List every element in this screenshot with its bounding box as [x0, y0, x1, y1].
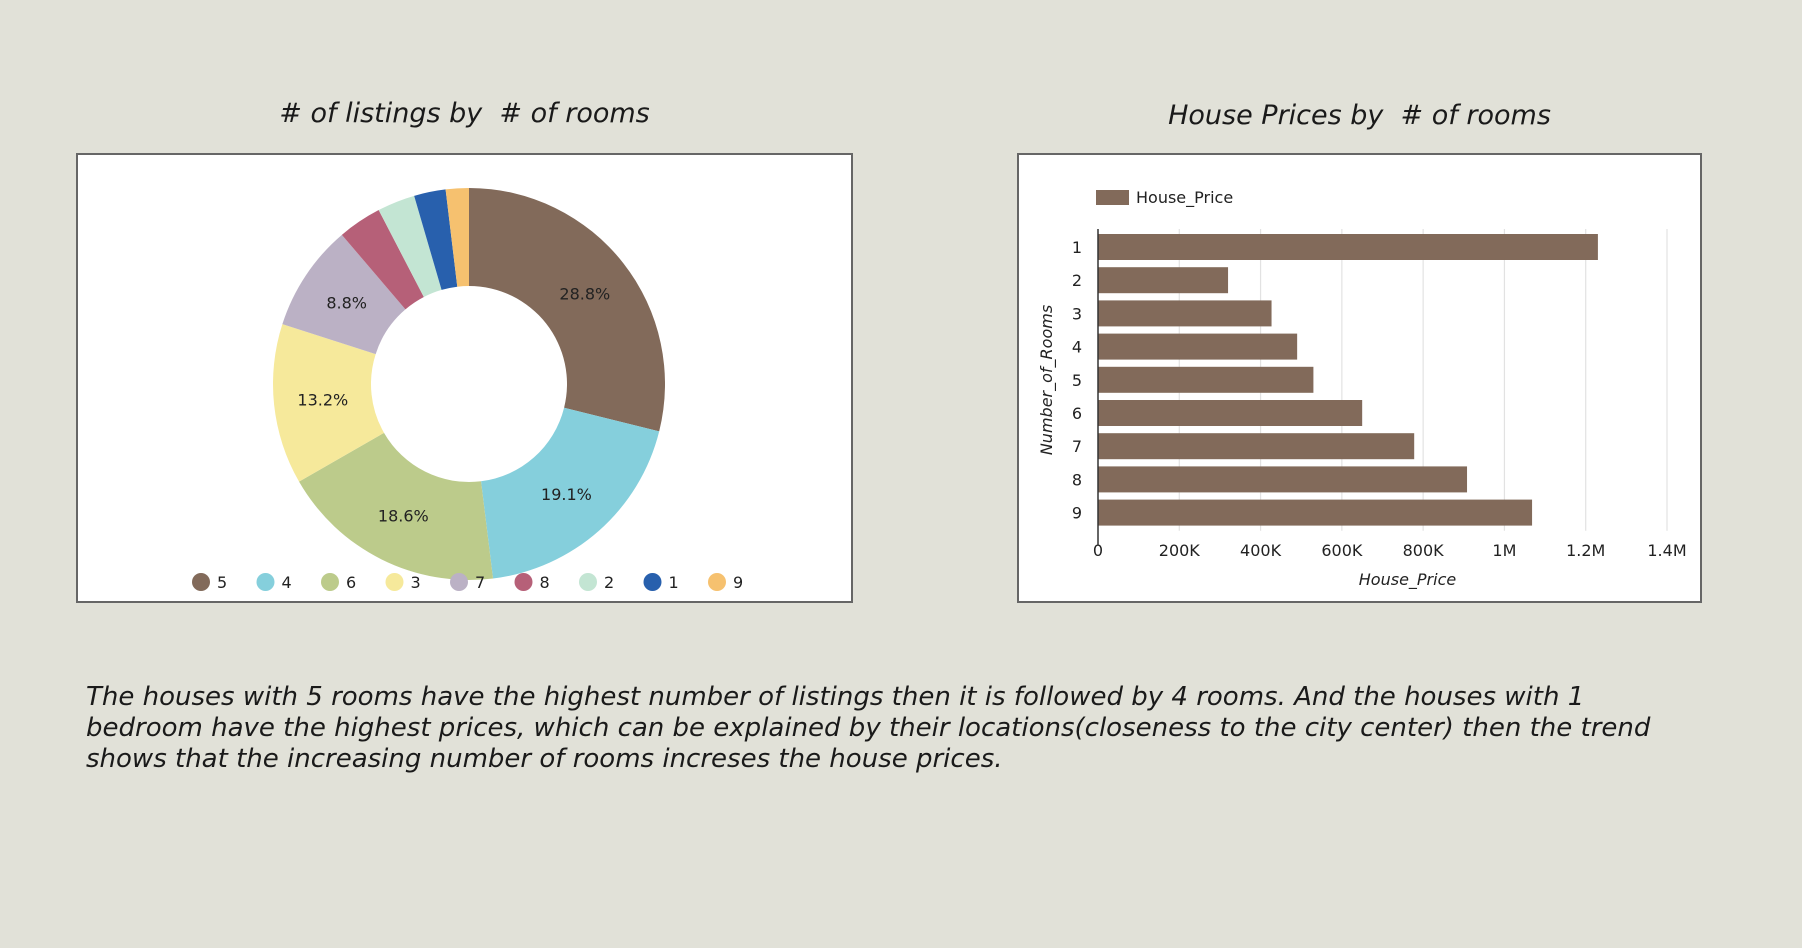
legend-swatch — [579, 573, 597, 591]
y-tick-label: 9 — [1072, 504, 1082, 523]
pie-chart-panel: 28.8% 19.1% 18.6% 13.2% 8.8% 5 4 6 3 7 8 2 1 9 — [76, 153, 853, 603]
y-tick-label: 6 — [1072, 404, 1082, 423]
summary-text: The houses with 5 rooms have the highest… — [86, 682, 1651, 774]
x-axis-title: House_Price — [1359, 570, 1457, 590]
bar-chart: 1 2 3 4 5 6 7 8 90 200K 400K 600K 800K 1M 1.2M 1.4M Hous… — [1037, 188, 1687, 590]
legend-swatch — [708, 573, 726, 591]
legend-swatch — [1096, 190, 1129, 205]
y-tick-label: 2 — [1072, 271, 1082, 290]
pie-legend-item-2[interactable]: 2 — [579, 573, 614, 592]
pie-slice-label-5: 28.8% — [559, 284, 610, 303]
pie-legend-item-5[interactable]: 5 — [192, 573, 227, 592]
pie-slice-8[interactable] — [341, 210, 424, 310]
bar-rooms-8[interactable] — [1098, 466, 1468, 493]
legend-swatch — [514, 573, 533, 591]
x-tick-label: 1.2M — [1566, 541, 1605, 560]
pie-slice-label-4: 19.1% — [541, 485, 592, 504]
x-tick-label: 400K — [1240, 541, 1282, 560]
pie-legend-item-3[interactable]: 3 — [385, 573, 421, 592]
legend-label: 9 — [733, 573, 743, 592]
y-tick-label: 4 — [1072, 338, 1082, 357]
pie-legend-item-9[interactable]: 9 — [708, 573, 743, 592]
bar-rooms-3[interactable] — [1098, 300, 1272, 327]
legend-swatch — [321, 573, 339, 591]
legend-swatch — [643, 573, 662, 591]
pie-legend-item-7[interactable]: 7 — [450, 573, 485, 592]
legend-label: 6 — [346, 573, 356, 592]
pie-legend-item-4[interactable]: 4 — [256, 573, 292, 592]
legend-swatch — [256, 573, 275, 591]
pie-slice-2[interactable] — [378, 195, 442, 298]
pie-slice-6[interactable] — [299, 432, 494, 580]
y-tick-label: 3 — [1072, 304, 1082, 323]
bar-rooms-2[interactable] — [1098, 267, 1229, 294]
legend-label: 7 — [475, 573, 485, 592]
bar-chart-panel: 1 2 3 4 5 6 7 8 9 0 200K 400K 600K 800K 1M 1.2M 1.4M Hous… — [1017, 153, 1702, 603]
bar-rooms-9[interactable] — [1098, 499, 1533, 526]
bar-rooms-7[interactable] — [1098, 433, 1415, 460]
y-axis-title: Number_of_Rooms — [1037, 305, 1057, 455]
legend-swatch — [450, 573, 468, 591]
pie-slice-7[interactable] — [282, 234, 406, 355]
y-tick-label: 7 — [1072, 437, 1082, 456]
pie-slice-1[interactable] — [414, 189, 458, 290]
bar-legend-item[interactable]: House_Price — [1096, 188, 1233, 208]
legend-label: House_Price — [1136, 188, 1233, 208]
bar-rooms-1[interactable] — [1098, 234, 1598, 260]
legend-label: 3 — [411, 573, 421, 592]
pie-slice-5[interactable] — [469, 188, 665, 432]
pie-chart: 28.8% 19.1% 18.6% 13.2% 8.8% 5 4 6 3 7 8 2 1 9 — [192, 188, 743, 592]
x-tick-label: 0 — [1093, 541, 1103, 560]
bar-rooms-4[interactable] — [1098, 333, 1298, 360]
x-tick-label: 200K — [1159, 541, 1201, 560]
legend-label: 2 — [604, 573, 614, 592]
bar-rooms-5[interactable] — [1098, 366, 1314, 393]
bar-rooms-6[interactable] — [1098, 400, 1363, 426]
pie-slice-label-7: 8.8% — [326, 293, 367, 312]
y-tick-label: 8 — [1072, 470, 1082, 489]
pie-chart-title: # of listings by # of rooms — [279, 98, 650, 129]
y-tick-label: 5 — [1072, 371, 1082, 390]
legend-label: 5 — [217, 573, 227, 592]
y-tick-label: 1 — [1072, 238, 1082, 257]
x-tick-label: 800K — [1403, 541, 1445, 560]
pie-slice-9[interactable] — [445, 188, 469, 287]
pie-slice-3[interactable] — [273, 324, 385, 482]
legend-swatch — [192, 573, 210, 591]
pie-slice-label-3: 13.2% — [297, 390, 348, 409]
x-tick-label: 600K — [1321, 541, 1363, 560]
pie-legend-item-1[interactable]: 1 — [643, 573, 679, 592]
pie-slice-4[interactable] — [481, 407, 660, 579]
pie-legend-item-6[interactable]: 6 — [321, 573, 356, 592]
legend-label: 8 — [540, 573, 550, 592]
x-tick-label: 1M — [1492, 541, 1516, 560]
x-tick-label: 1.4M — [1647, 541, 1686, 560]
pie-legend-item-8[interactable]: 8 — [514, 573, 550, 592]
pie-slice-label-6: 18.6% — [378, 507, 429, 526]
legend-swatch — [385, 573, 404, 591]
bar-chart-title: House Prices by # of rooms — [1168, 100, 1551, 131]
legend-label: 4 — [282, 573, 292, 592]
legend-label: 1 — [669, 573, 679, 592]
